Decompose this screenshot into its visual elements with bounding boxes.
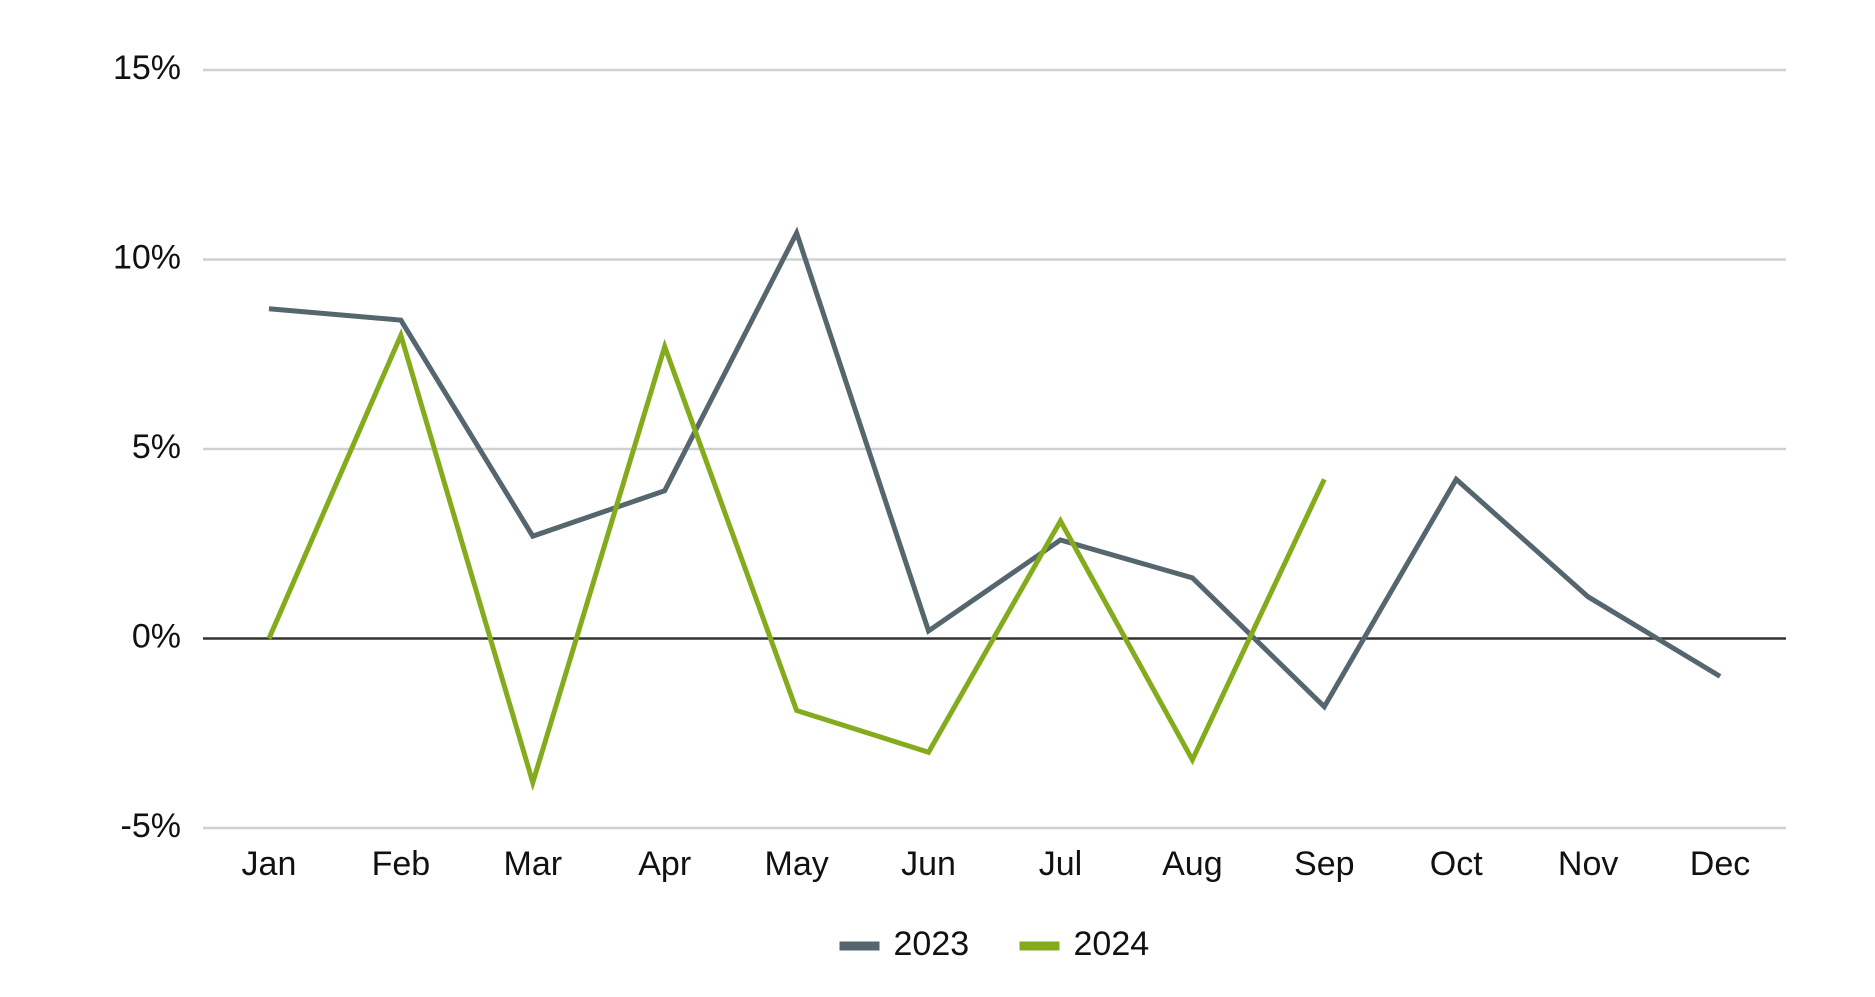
x-tick-label: Feb — [372, 845, 431, 883]
y-tick-label: 5% — [132, 428, 181, 466]
x-tick-label: May — [765, 845, 829, 883]
x-tick-label: Nov — [1558, 845, 1618, 883]
x-tick-label: Oct — [1430, 845, 1483, 883]
legend-label: 2024 — [1074, 925, 1150, 963]
x-tick-label: Sep — [1294, 845, 1355, 883]
x-tick-label: Jun — [901, 845, 956, 883]
series-line — [266, 327, 1327, 792]
x-tick-label: Jan — [242, 845, 297, 883]
x-tick-label: Dec — [1690, 845, 1750, 883]
x-tick-label: Aug — [1162, 845, 1223, 883]
x-tick-label: Jul — [1039, 845, 1082, 883]
y-tick-label: 15% — [113, 49, 181, 87]
series-line — [268, 226, 1722, 711]
y-tick-label: 0% — [132, 617, 181, 655]
y-tick-label: 10% — [113, 238, 181, 276]
y-tick-label: -5% — [121, 807, 181, 845]
legend-label: 2023 — [894, 925, 970, 963]
x-tick-label: Mar — [504, 845, 563, 883]
x-tick-label: Apr — [638, 845, 691, 883]
